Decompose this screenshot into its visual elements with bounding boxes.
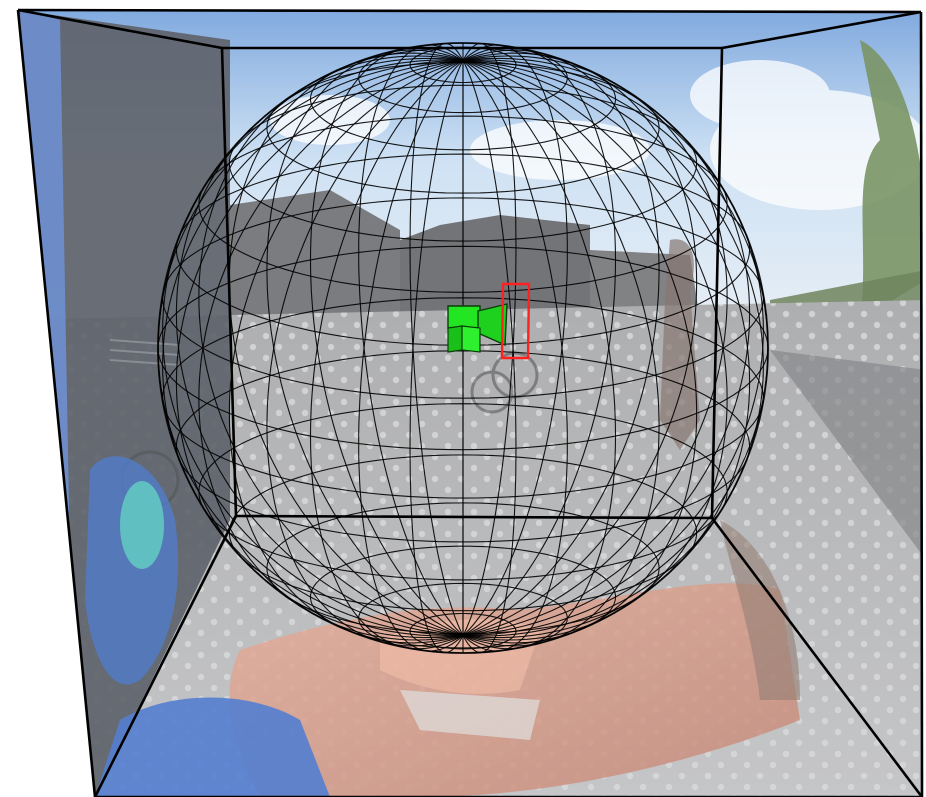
sphere-grid-line (228, 84, 698, 242)
sphere-grid-line (309, 545, 617, 649)
cube-edge (93, 515, 238, 797)
cube-edge (16, 9, 97, 797)
sphere-grid-line (175, 350, 751, 543)
sphere-grid-line (157, 245, 769, 451)
sphere-grid-line (266, 502, 660, 635)
cube-edge (721, 10, 922, 50)
camera-icon (447, 303, 508, 353)
sphere-grid-line (228, 454, 698, 612)
cube-edge (17, 8, 922, 14)
cube-edge (17, 8, 223, 50)
view-frustum-icon (500, 282, 531, 360)
sphere-grid-line (198, 115, 728, 293)
sphere-outline (157, 42, 769, 654)
sphere-grid-line (409, 46, 517, 84)
sphere-grid-line (358, 42, 568, 114)
sphere-grid-line (409, 612, 517, 650)
cube-wireframe (16, 8, 924, 797)
sphere-grid-line (162, 197, 764, 399)
wireframe-sphere (157, 42, 769, 654)
cube-edge (710, 517, 924, 797)
cube-edge (919, 11, 924, 797)
sphere-grid-line (198, 403, 728, 581)
